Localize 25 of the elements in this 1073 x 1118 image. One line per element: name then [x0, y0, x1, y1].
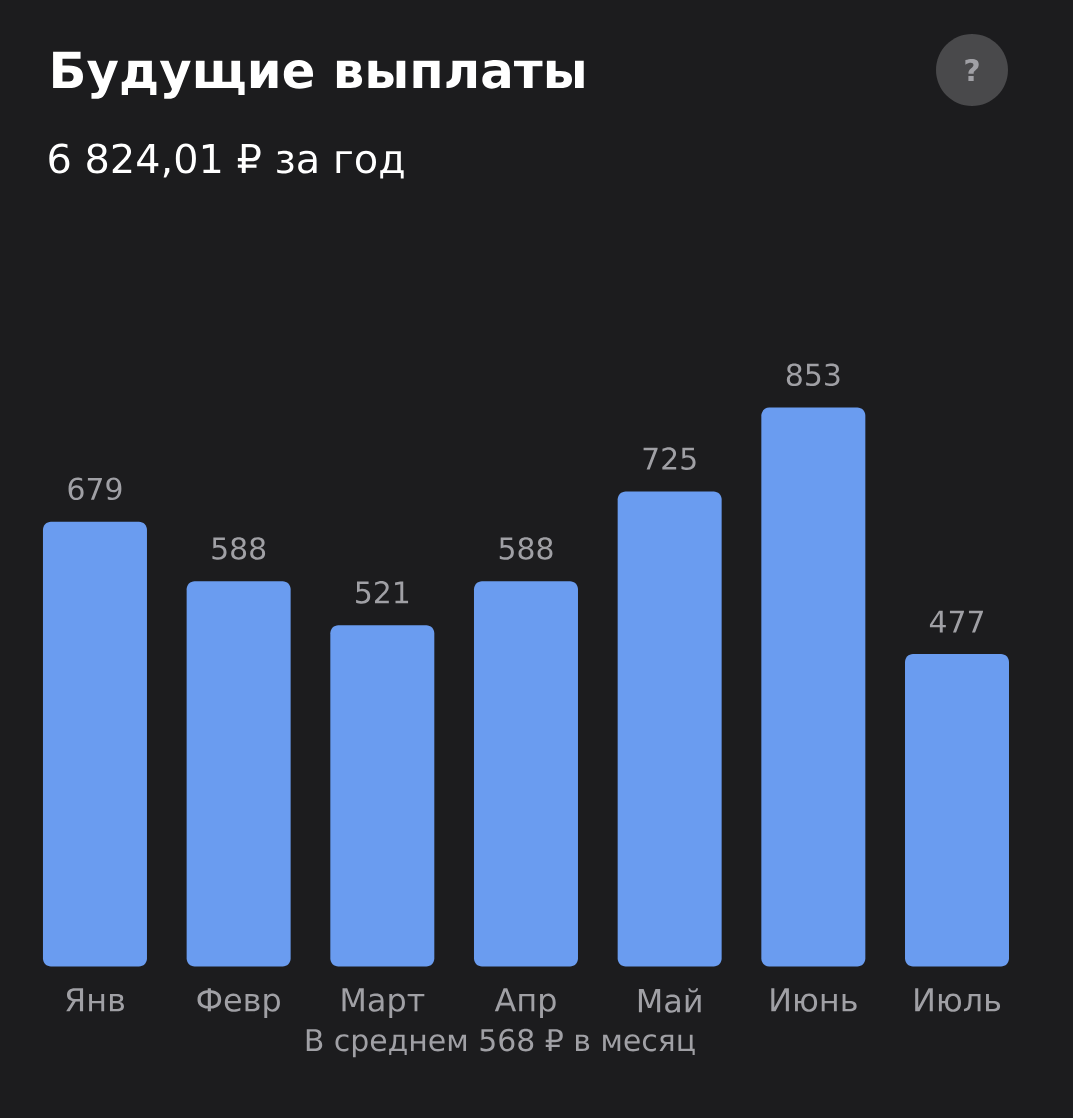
data-label: 853	[786, 363, 840, 387]
x-tick-label: Март	[342, 988, 425, 1018]
x-tick-label: Февр	[197, 988, 280, 1018]
data-label: 725	[643, 447, 696, 470]
data-label: 521	[356, 581, 409, 604]
bar	[473, 581, 578, 967]
bar	[330, 625, 435, 967]
bar	[617, 491, 722, 967]
x-tick-label: Май	[638, 988, 701, 1013]
data-label: 679	[68, 477, 122, 501]
data-label: 588	[499, 537, 553, 560]
bar	[42, 521, 147, 967]
x-tick-label: Апр	[494, 988, 556, 1018]
bar	[761, 407, 866, 967]
data-label: 588	[212, 537, 266, 560]
chart-title: Будущие выплаты	[53, 51, 584, 99]
text: ?	[965, 58, 979, 82]
text: В среднем 568 ₽ в месяц	[306, 1028, 695, 1058]
bar	[186, 581, 291, 967]
x-tick-label: Июль	[915, 988, 1001, 1012]
x-tick-label: Июнь	[771, 988, 857, 1012]
data-label: 477	[929, 610, 983, 633]
x-tick-label: Янв	[66, 988, 124, 1012]
bar	[905, 654, 1010, 967]
chart-subtitle: 6 824,01 ₽ за год	[49, 143, 404, 179]
